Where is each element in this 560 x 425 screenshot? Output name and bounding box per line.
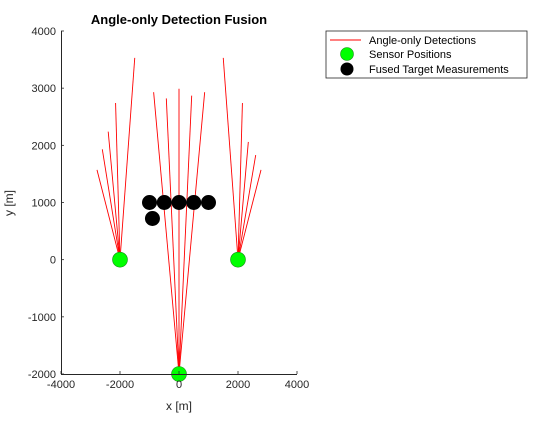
legend-label-detections: Angle-only Detections (369, 35, 477, 47)
fused-target-marker (142, 195, 157, 210)
detection-line (237, 169, 262, 260)
y-tick-label: 3000 (32, 83, 56, 95)
x-axis-line (61, 374, 297, 375)
fused-target-marker (186, 195, 202, 210)
legend-swatch-fused (340, 62, 354, 76)
x-tick-label: 4000 (285, 379, 309, 391)
y-tick-label: 4000 (32, 26, 56, 38)
detection-line (153, 92, 180, 375)
fused-target-marker (171, 195, 187, 210)
y-tick-label: 2000 (32, 140, 56, 152)
legend-box (325, 30, 528, 79)
detection-line (101, 149, 121, 260)
fused-target-marker (156, 195, 172, 210)
y-tick-label: 1000 (32, 198, 56, 210)
detection-line (237, 154, 257, 260)
x-tick-label: 2000 (226, 379, 250, 391)
legend-label-fused: Fused Target Measurements (369, 64, 509, 76)
x-axis-label: x [m] (166, 399, 192, 413)
fused-target-marker (201, 195, 216, 210)
y-tick-label: -1000 (28, 312, 56, 324)
fused-target-marker (144, 211, 160, 227)
detection-line (237, 141, 249, 260)
legend-swatch-sensors (340, 47, 354, 61)
detection-line (96, 169, 121, 260)
detection-line (222, 57, 239, 260)
y-axis-label: y [m] (2, 190, 16, 216)
detection-line (237, 103, 243, 260)
legend: Angle-only Detections Sensor Positions F… (325, 30, 528, 79)
detection-line (115, 103, 121, 260)
y-tick-group: -2000 -1000 0 1000 2000 3000 4000 (28, 26, 64, 381)
x-tick-label: -4000 (47, 379, 75, 391)
y-tick-label: -2000 (28, 369, 56, 381)
plot-area (96, 57, 262, 382)
legend-label-sensors: Sensor Positions (369, 49, 452, 61)
y-axis-line (61, 31, 62, 375)
detection-line (107, 131, 121, 260)
sensor-marker (112, 251, 128, 268)
detection-line (119, 57, 136, 260)
sensor-marker (230, 251, 246, 268)
detection-line (178, 95, 193, 375)
detection-line (178, 92, 206, 375)
x-tick-label: -2000 (106, 379, 134, 391)
chart-title: Angle-only Detection Fusion (91, 12, 267, 27)
x-tick-group: -4000 -2000 0 2000 4000 (47, 371, 309, 391)
y-tick-label: 0 (50, 255, 56, 267)
detection-line (165, 98, 180, 375)
x-tick-label: 0 (176, 379, 182, 391)
